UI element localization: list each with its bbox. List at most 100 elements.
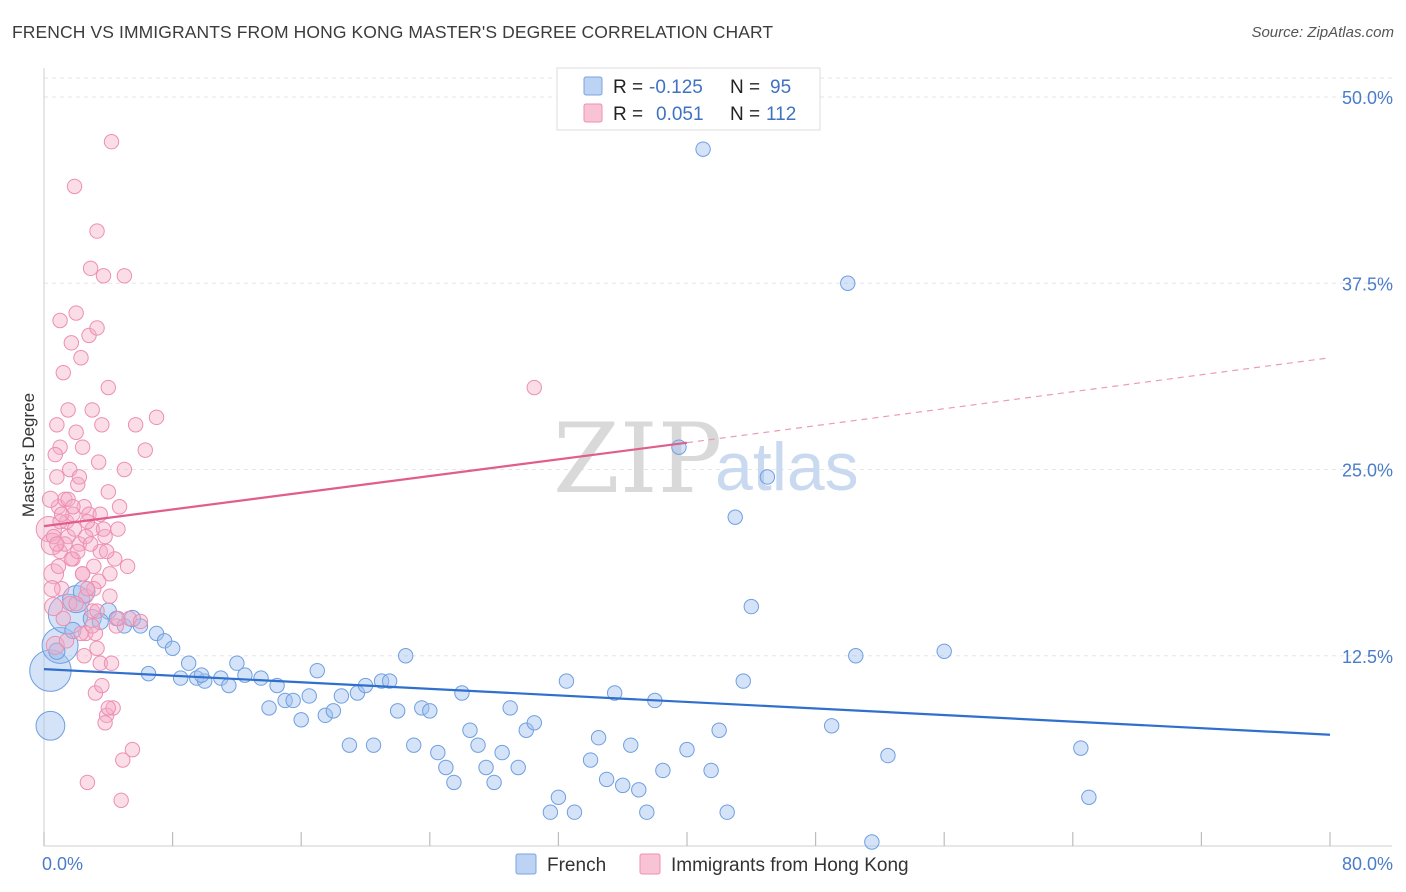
hongkong-point-91: [68, 595, 84, 612]
hongkong-point-11: [53, 581, 70, 597]
french-point-54: [502, 700, 518, 716]
french-point-48: [454, 685, 470, 701]
hongkong-point-48: [100, 484, 117, 500]
hongkong-point-101: [102, 566, 118, 582]
tick-labels: 12.5% 25.0% 37.5% 50.0% 0.0% 80.0%: [42, 88, 1393, 874]
hongkong-point-96: [86, 581, 102, 597]
french-point-49: [462, 722, 478, 738]
french-point-55: [510, 759, 526, 776]
french-point-75: [703, 762, 719, 779]
hongkong-point-84: [100, 700, 117, 716]
french-point-63: [590, 730, 607, 746]
french-point-2: [41, 626, 79, 664]
hongkong-point-40: [90, 454, 107, 470]
french-point-86: [880, 747, 896, 764]
french-point-78: [727, 509, 743, 525]
hongkong-point-111: [89, 640, 105, 656]
french-point-79: [735, 673, 751, 689]
hongkong-point-27: [74, 439, 91, 455]
hongkong-point-47: [100, 379, 117, 396]
y-tick-label-3: 50.0%: [1342, 88, 1393, 108]
hongkong-point-65: [148, 409, 165, 426]
watermark-zip: ZIP: [553, 403, 722, 515]
hongkong-point-66: [526, 379, 542, 396]
french-point-88: [1073, 740, 1089, 756]
french-point-81: [759, 469, 776, 485]
hongkong-point-28: [76, 499, 92, 515]
french-point-30: [309, 662, 325, 679]
hongkong-point-72: [58, 633, 75, 649]
hongkong-point-73: [62, 595, 78, 612]
french-point-59: [550, 789, 567, 805]
hongkong-point-43: [94, 417, 110, 433]
french-point-21: [229, 655, 245, 671]
axes: [43, 68, 1392, 847]
french-point-60: [558, 673, 575, 689]
hongkong-point-109: [79, 581, 96, 597]
hongkong-trend-line: [43, 441, 688, 528]
series-legend: French Immigrants from Hong Kong: [515, 853, 909, 876]
hongkong-point-31: [79, 774, 96, 791]
hongkong-point-67: [41, 490, 60, 508]
series-swatch-french: [515, 853, 537, 875]
french-point-29: [301, 688, 317, 704]
hongkong-point-92: [73, 625, 89, 642]
french-point-32: [325, 703, 342, 719]
legend-n-label-1: N =: [730, 77, 760, 98]
french-point-34: [341, 737, 358, 753]
series-swatch-hongkong: [639, 853, 661, 875]
y-tick-label-1: 25.0%: [1342, 461, 1393, 481]
hongkong-point-81: [90, 573, 107, 589]
hongkong-point-105: [60, 491, 76, 507]
french-point-84: [848, 648, 864, 664]
hongkong-point-44: [95, 268, 112, 284]
french-point-85: [864, 834, 880, 850]
french-point-83: [840, 275, 856, 291]
hongkong-point-58: [116, 268, 133, 284]
hongkong-point-69: [47, 446, 63, 463]
hongkong-point-79: [84, 603, 100, 619]
hongkong-point-107: [70, 543, 86, 560]
data-points: [29, 134, 1097, 850]
hongkong-point-6: [49, 417, 65, 433]
french-point-44: [422, 703, 438, 719]
french-point-24: [261, 700, 277, 716]
hongkong-trend-extension: [686, 357, 1331, 444]
hongkong-point-68: [43, 580, 61, 598]
hongkong-point-39: [89, 320, 105, 336]
hongkong-point-70: [50, 558, 67, 575]
hongkong-point-42: [92, 655, 108, 671]
x-tick-label-1: 80.0%: [1342, 854, 1393, 874]
legend-r-value-1: -0.125: [649, 77, 703, 98]
french-point-1: [35, 710, 66, 741]
legend-n-value-1: 95: [770, 77, 791, 98]
hongkong-point-9: [52, 439, 68, 455]
french-point-38: [373, 673, 390, 689]
watermark: ZIP atlas: [553, 403, 859, 515]
french-point-82: [823, 718, 840, 734]
hongkong-point-5: [49, 469, 65, 485]
x-tick-label-0: 0.0%: [42, 854, 83, 874]
hongkong-point-99: [95, 521, 112, 537]
hongkong-point-97: [89, 603, 105, 619]
french-point-94: [193, 667, 210, 683]
y-tick-label-2: 37.5%: [1342, 274, 1393, 294]
french-point-76: [711, 722, 727, 738]
french-point-64: [598, 771, 615, 788]
hongkong-point-49: [102, 588, 118, 604]
hongkong-point-95: [82, 536, 99, 552]
series-label-french: French: [547, 855, 606, 876]
hongkong-point-57: [116, 461, 133, 478]
french-point-47: [446, 774, 462, 791]
hongkong-point-23: [68, 424, 84, 440]
hongkong-point-36: [86, 558, 102, 575]
chart-title: FRENCH VS IMMIGRANTS FROM HONG KONG MAST…: [12, 22, 774, 42]
hongkong-point-56: [115, 752, 131, 768]
legend: R = -0.125 N = 95 R = 0.051 N = 112: [556, 67, 821, 131]
french-point-28: [293, 712, 309, 728]
french-point-62: [582, 752, 599, 768]
hongkong-point-22: [68, 305, 84, 321]
trend-lines: [43, 357, 1331, 736]
french-point-71: [655, 762, 671, 779]
